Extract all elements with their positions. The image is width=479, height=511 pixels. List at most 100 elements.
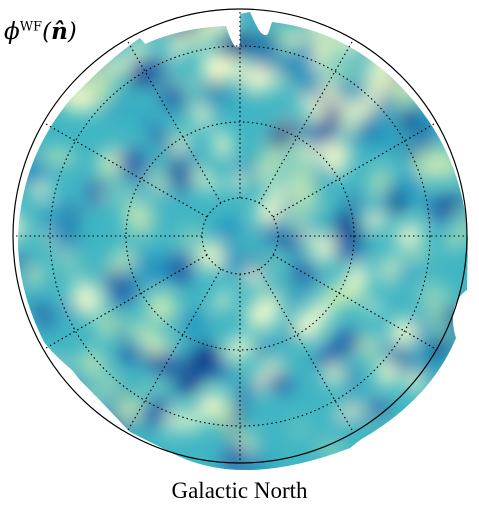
field-blob xyxy=(319,81,338,100)
field-blob xyxy=(49,87,67,103)
field-blob xyxy=(33,229,48,244)
field-blob xyxy=(18,256,32,270)
meridian-line xyxy=(272,122,437,218)
field-blob xyxy=(191,164,209,180)
field-blob xyxy=(127,40,151,56)
field-blob xyxy=(28,269,43,283)
field-blob xyxy=(384,260,398,288)
field-blob xyxy=(359,113,378,145)
field-blob xyxy=(288,186,320,210)
field-blob xyxy=(143,322,156,345)
field-blob xyxy=(175,231,199,253)
field-blob xyxy=(220,246,251,276)
field-blob xyxy=(310,234,338,257)
field-blob xyxy=(97,313,116,340)
field-blob xyxy=(140,377,169,395)
field-blob xyxy=(346,99,368,119)
field-blob xyxy=(425,312,451,340)
field-blob xyxy=(112,55,132,74)
field-blob xyxy=(182,411,200,433)
field-blob xyxy=(389,317,417,347)
field-blob xyxy=(178,310,207,337)
field-blob xyxy=(268,180,286,198)
field-blob xyxy=(307,211,331,240)
field-blob xyxy=(346,192,360,217)
title-superscript: WF xyxy=(19,19,43,35)
field-blob xyxy=(376,363,399,386)
field-blob xyxy=(31,354,51,369)
field-blob xyxy=(170,138,186,155)
field-blob xyxy=(245,296,281,330)
field-blob xyxy=(262,161,276,176)
field-blob xyxy=(388,342,413,373)
field-blob xyxy=(236,80,257,107)
field-blob xyxy=(279,121,301,137)
field-blob xyxy=(116,395,143,423)
field-blob xyxy=(213,218,242,243)
field-blob xyxy=(65,200,78,221)
field-blob xyxy=(324,364,344,385)
field-blob xyxy=(165,251,195,281)
latitude-circle xyxy=(49,45,431,427)
field-blob xyxy=(58,302,81,318)
field-blob xyxy=(166,55,182,71)
field-blob xyxy=(158,82,187,112)
field-blob xyxy=(394,225,418,248)
field-blob xyxy=(388,96,403,117)
title-open-paren: ( xyxy=(42,19,52,45)
field-blob xyxy=(327,413,357,445)
field-blob xyxy=(241,64,278,92)
field-blob xyxy=(370,165,387,196)
field-blob xyxy=(225,335,253,361)
field-blob xyxy=(364,301,383,313)
field-blob xyxy=(401,106,419,134)
field-blob xyxy=(291,311,322,341)
field-blob xyxy=(116,148,150,180)
field-blob xyxy=(118,342,142,365)
field-blob xyxy=(197,242,228,272)
field-blob xyxy=(150,202,167,230)
field-blob xyxy=(269,247,281,282)
field-blob xyxy=(193,103,211,128)
title-argument: n̂ xyxy=(51,18,68,45)
field-blob xyxy=(101,269,127,289)
field-blob xyxy=(49,226,81,253)
field-blob xyxy=(243,449,269,471)
field-blob xyxy=(443,225,468,251)
field-blob xyxy=(146,291,177,323)
field-blob xyxy=(79,350,106,378)
field-blob xyxy=(41,148,76,164)
meridian-line xyxy=(43,254,208,350)
field-blob xyxy=(116,182,135,204)
field-blob xyxy=(32,298,54,332)
field-blob xyxy=(211,404,236,429)
title-close-paren: ) xyxy=(67,19,77,45)
field-blob xyxy=(289,260,318,286)
field-blob xyxy=(351,264,369,291)
field-blob xyxy=(416,279,452,312)
field-blob xyxy=(366,399,389,420)
field-blob xyxy=(167,167,193,193)
field-blob xyxy=(427,196,449,225)
map-caption: Galactic North xyxy=(171,478,308,503)
field-blob xyxy=(410,261,430,278)
field-blob xyxy=(106,98,130,113)
field-blob xyxy=(377,190,390,219)
field-blob xyxy=(331,58,361,84)
field-blob xyxy=(71,280,103,317)
field-blob xyxy=(255,195,283,225)
field-blob xyxy=(197,342,216,377)
field-blob xyxy=(290,418,308,439)
field-blob xyxy=(418,127,435,146)
field-blob xyxy=(424,336,453,360)
field-blob xyxy=(322,283,349,309)
field-blob xyxy=(230,173,246,190)
field-blob xyxy=(214,291,232,310)
field-blob xyxy=(164,12,189,28)
field-blob xyxy=(347,333,364,344)
field-blob xyxy=(59,251,82,278)
field-blob xyxy=(136,107,151,122)
field-blob xyxy=(147,352,164,369)
field-blob xyxy=(342,369,358,386)
